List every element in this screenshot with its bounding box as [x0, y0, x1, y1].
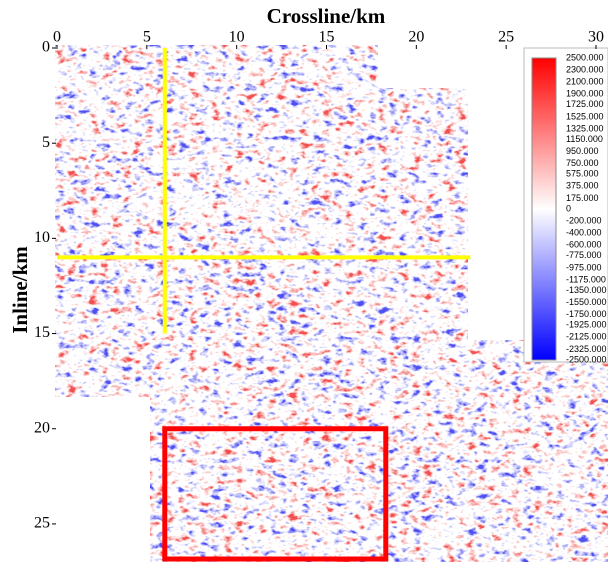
x-tick-label: 25 — [498, 29, 514, 46]
colorbar-label: 2300.000 — [566, 64, 604, 74]
colorbar-label: 175.000 — [566, 193, 599, 203]
colorbar-label: 2500.000 — [566, 52, 604, 62]
y-tick-label: 0 — [42, 39, 50, 56]
colorbar-label: -1750.000 — [566, 309, 607, 319]
x-tick-label: 5 — [143, 29, 151, 46]
colorbar-label: 1900.000 — [566, 89, 604, 99]
colorbar-label: -1550.000 — [566, 297, 607, 307]
highlight-box — [162, 426, 389, 562]
x-tick-label: 10 — [229, 29, 245, 46]
x-axis-title: Crossline/km — [267, 4, 386, 28]
x-tick-label: 15 — [319, 29, 335, 46]
colorbar-label: -1350.000 — [566, 285, 607, 295]
colorbar — [531, 57, 557, 361]
colorbar-label: 2100.000 — [566, 77, 604, 87]
colorbar-label: 950.000 — [566, 146, 599, 156]
y-axis-title: Inline/km — [8, 246, 32, 334]
colorbar-label: 0 — [566, 203, 571, 213]
x-tick-label: 0 — [53, 29, 61, 46]
y-tick-label: 25 — [34, 515, 50, 532]
colorbar-label: -1925.000 — [566, 320, 607, 330]
colorbar-label: 1150.000 — [566, 134, 603, 144]
y-tick-label: 5 — [42, 134, 50, 151]
colorbar-label: -2125.000 — [566, 332, 607, 342]
colorbar-label: -200.000 — [566, 215, 602, 225]
colorbar-label: 1325.000 — [566, 123, 604, 133]
y-tick-label: 10 — [34, 229, 50, 246]
colorbar-label: -2325.000 — [566, 344, 607, 354]
colorbar-label: -600.000 — [566, 240, 602, 250]
colorbar-label: -1175.000 — [566, 274, 606, 284]
colorbar-label: -775.000 — [566, 250, 602, 260]
colorbar-label: -400.000 — [566, 228, 602, 238]
colorbar-label: -2500.000 — [566, 354, 607, 364]
y-tick-label: 20 — [34, 419, 50, 436]
colorbar-label: 750.000 — [566, 158, 599, 168]
colorbar-label: 375.000 — [566, 181, 599, 191]
y-tick-label: 15 — [34, 324, 50, 341]
colorbar-label: 1725.000 — [566, 99, 604, 109]
x-tick-label: 20 — [408, 29, 424, 46]
colorbar-label: -975.000 — [566, 262, 602, 272]
x-tick-label: 30 — [588, 29, 604, 46]
colorbar-label: 575.000 — [566, 169, 599, 179]
colorbar-label: 1525.000 — [566, 111, 604, 121]
